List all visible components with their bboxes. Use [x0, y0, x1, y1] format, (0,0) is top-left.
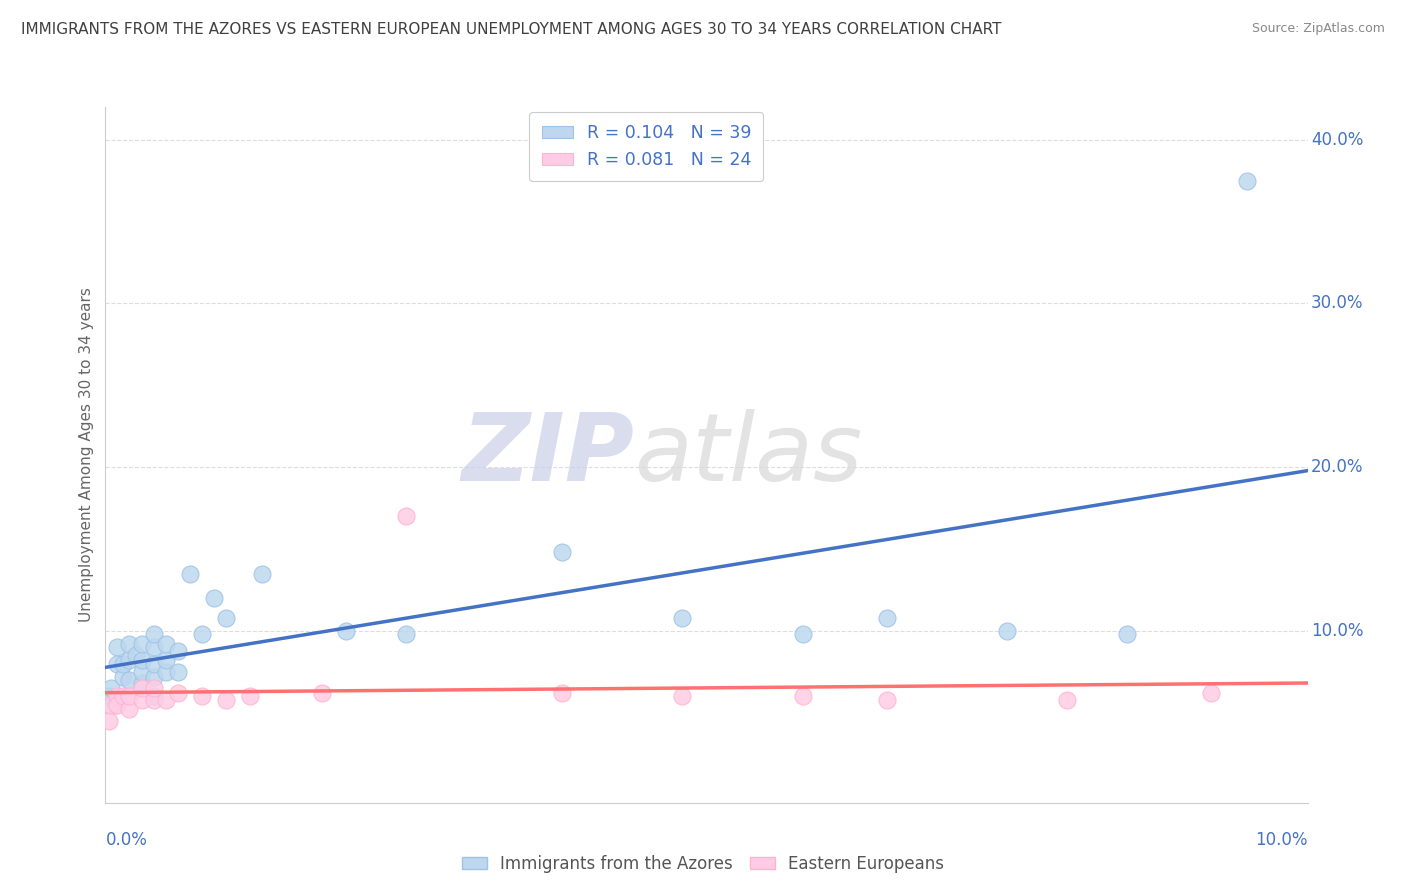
Point [131, 681, 153, 696]
Legend: R = 0.104   N = 39, R = 0.081   N = 24: R = 0.104 N = 39, R = 0.081 N = 24 [530, 112, 763, 181]
Text: 30.0%: 30.0% [1312, 294, 1364, 312]
Point [155, 653, 177, 667]
Point [131, 653, 153, 667]
Point [142, 690, 165, 704]
Point [118, 690, 141, 704]
Point [98, 714, 121, 728]
Point [131, 692, 153, 706]
Point [142, 640, 165, 655]
Point [100, 698, 122, 712]
Text: 40.0%: 40.0% [1312, 131, 1364, 149]
Point [551, 545, 574, 559]
Point [142, 627, 165, 641]
Point [107, 698, 129, 712]
Point [142, 657, 165, 671]
Point [1056, 692, 1078, 706]
Point [792, 690, 814, 704]
Point [395, 627, 418, 641]
Point [98, 690, 121, 704]
Point [124, 648, 146, 663]
Point [107, 640, 129, 655]
Point [1236, 174, 1258, 188]
Point [214, 611, 236, 625]
Point [311, 686, 333, 700]
Point [131, 665, 153, 679]
Point [876, 692, 898, 706]
Point [190, 690, 212, 704]
Text: 10.0%: 10.0% [1312, 622, 1364, 640]
Point [104, 698, 127, 712]
Point [335, 624, 357, 638]
Point [131, 676, 153, 690]
Point [671, 690, 693, 704]
Point [131, 637, 153, 651]
Point [166, 686, 188, 700]
Point [202, 591, 225, 606]
Point [118, 702, 141, 716]
Point [112, 670, 135, 684]
Point [250, 566, 273, 581]
Point [1201, 686, 1223, 700]
Point [107, 690, 129, 704]
Point [395, 509, 418, 524]
Point [995, 624, 1018, 638]
Y-axis label: Unemployment Among Ages 30 to 34 years: Unemployment Among Ages 30 to 34 years [79, 287, 94, 623]
Text: Source: ZipAtlas.com: Source: ZipAtlas.com [1251, 22, 1385, 36]
Point [876, 611, 898, 625]
Point [551, 686, 574, 700]
Point [190, 627, 212, 641]
Point [142, 670, 165, 684]
Point [155, 637, 177, 651]
Point [142, 681, 165, 696]
Point [142, 692, 165, 706]
Point [100, 681, 122, 696]
Point [166, 643, 188, 657]
Point [107, 657, 129, 671]
Point [118, 653, 141, 667]
Text: IMMIGRANTS FROM THE AZORES VS EASTERN EUROPEAN UNEMPLOYMENT AMONG AGES 30 TO 34 : IMMIGRANTS FROM THE AZORES VS EASTERN EU… [21, 22, 1001, 37]
Point [214, 692, 236, 706]
Point [239, 690, 262, 704]
Point [118, 637, 141, 651]
Point [792, 627, 814, 641]
Text: 10.0%: 10.0% [1256, 830, 1308, 848]
Point [112, 690, 135, 704]
Point [179, 566, 201, 581]
Text: 20.0%: 20.0% [1312, 458, 1364, 476]
Point [1116, 627, 1139, 641]
Point [118, 673, 141, 687]
Point [671, 611, 693, 625]
Legend: Immigrants from the Azores, Eastern Europeans: Immigrants from the Azores, Eastern Euro… [456, 848, 950, 880]
Point [166, 665, 188, 679]
Point [112, 657, 135, 671]
Text: 0.0%: 0.0% [105, 830, 148, 848]
Point [155, 692, 177, 706]
Point [155, 665, 177, 679]
Text: atlas: atlas [634, 409, 863, 500]
Text: ZIP: ZIP [461, 409, 634, 501]
